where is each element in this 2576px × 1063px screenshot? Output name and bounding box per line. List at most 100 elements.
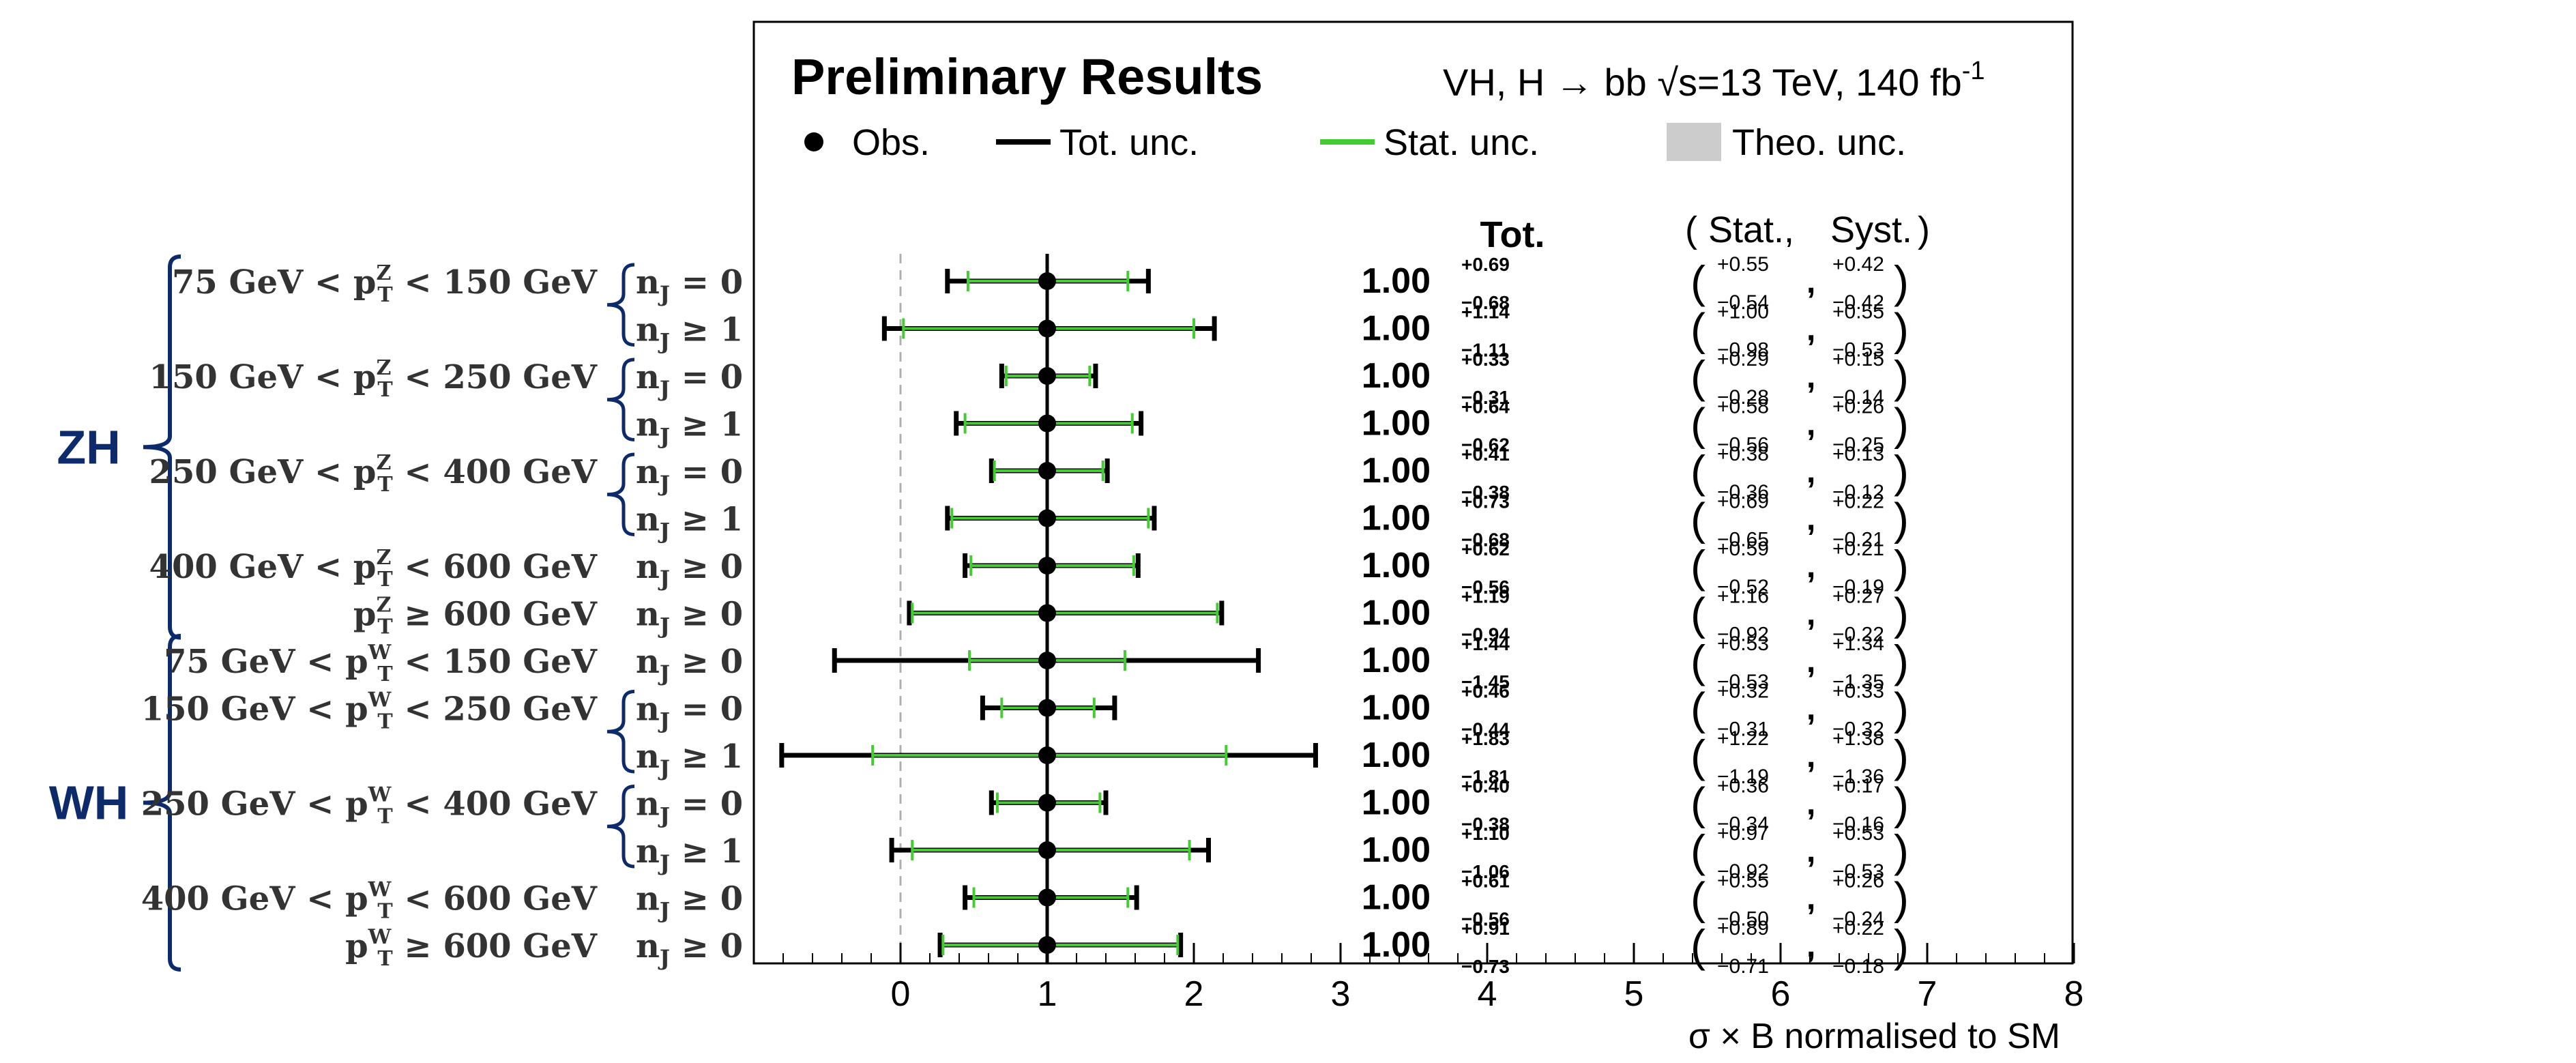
column-header-stat: Stat., [1708, 209, 1794, 250]
row-stat-up: +1.16 [1717, 585, 1769, 608]
nj-sub-brace [606, 690, 635, 774]
row-9: 150 GeV < pW T < 250 GeV nJ = 0 1.00 +0.46 −0… [141, 680, 1909, 741]
x-tick-label-2: 2 [1184, 974, 1204, 1014]
row-comma: , [1806, 501, 1815, 538]
row-value: 1.00 [1362, 783, 1431, 823]
row-syst-up: +0.13 [1832, 443, 1884, 465]
row-tot-dn: −0.38 [1461, 482, 1510, 503]
row-tot-up: +0.73 [1461, 491, 1510, 512]
nj-condition: ≥ 1 [670, 406, 743, 444]
pt-boson: Z [376, 356, 391, 380]
obs-point [1038, 319, 1056, 338]
row-syst-dn: −0.18 [1832, 955, 1884, 978]
row-close-paren: ) [1894, 731, 1909, 781]
row-value: 1.00 [1362, 309, 1431, 349]
row-syst-up: +0.15 [1832, 348, 1884, 370]
row-stat-dn: −1.19 [1717, 766, 1769, 788]
row-close-paren: ) [1894, 873, 1909, 924]
obs-point [1038, 936, 1056, 954]
row-open-paren: ( [1690, 873, 1706, 924]
pt-low: 150 GeV < [141, 690, 345, 729]
row-syst-up: +0.42 [1832, 253, 1884, 276]
nj-symbol: n [636, 690, 660, 729]
row-open-paren: ( [1690, 351, 1706, 402]
obs-point [1038, 888, 1056, 907]
row-syst-dn: −0.22 [1832, 624, 1884, 646]
row-stat-dn: −0.92 [1717, 624, 1769, 646]
nj-sub-brace [606, 785, 635, 869]
nj-condition: = 0 [670, 453, 743, 491]
nj-subscript: J [658, 945, 670, 971]
x-axis-label: σ × B normalised to SM [1688, 1017, 2060, 1056]
pt-high: < 600 GeV [393, 548, 598, 586]
nj-subscript: J [658, 424, 670, 450]
row-stat-dn: −0.31 [1717, 718, 1769, 741]
row-comma: , [1806, 643, 1815, 680]
pt-subscript: T [377, 473, 393, 497]
legend-obs-label: Obs. [852, 122, 930, 163]
row-nj-label: nJ ≥ 1 [636, 832, 743, 876]
row-nj-label: nJ ≥ 1 [636, 738, 743, 781]
row-tot-up: +0.40 [1461, 776, 1510, 797]
row-syst-dn: −0.25 [1832, 434, 1884, 456]
row-stat-dn: −0.50 [1717, 908, 1769, 931]
row-open-paren: ( [1690, 636, 1706, 686]
pt-low: 400 GeV < [141, 880, 345, 918]
row-tot-up: +0.41 [1461, 443, 1510, 465]
row-close-paren: ) [1894, 494, 1909, 544]
chart-title: Preliminary Results [791, 48, 1263, 105]
pt-low: 75 GeV < [164, 643, 345, 681]
row-nj-label: nJ ≥ 0 [636, 927, 743, 971]
nj-subscript: J [658, 376, 670, 402]
row-comma: , [1806, 359, 1815, 395]
pt-boson: Z [376, 261, 391, 285]
pt-boson: Z [376, 546, 391, 570]
nj-condition: ≥ 1 [670, 738, 743, 776]
row-stat-up: +0.97 [1717, 822, 1769, 845]
pt-subscript: T [377, 662, 393, 686]
row-syst-up: +0.22 [1832, 917, 1884, 940]
row-nj-label: nJ ≥ 0 [636, 880, 743, 924]
row-stat-up: +0.38 [1717, 443, 1769, 465]
nj-symbol: n [636, 596, 660, 634]
row-comma: , [1806, 738, 1815, 774]
nj-subscript: J [658, 281, 670, 307]
nj-condition: ≥ 1 [670, 311, 743, 349]
row-nj-label: nJ = 0 [636, 453, 743, 497]
nj-symbol: n [636, 548, 660, 586]
row-close-paren: ) [1894, 826, 1909, 876]
row-tot-dn: −0.31 [1461, 387, 1510, 408]
obs-point [1038, 604, 1056, 622]
row-comma: , [1806, 881, 1815, 917]
nj-condition: ≥ 0 [670, 880, 743, 918]
row-tot-up: +0.69 [1461, 254, 1510, 275]
nj-subscript: J [658, 471, 670, 497]
obs-point [1038, 699, 1056, 717]
pt-subscript: T [377, 615, 393, 639]
row-syst-up: +0.55 [1832, 301, 1884, 323]
row-stat-dn: −0.52 [1717, 576, 1769, 598]
row-syst-dn: −0.21 [1832, 529, 1884, 551]
chart-subtitle-sup: -1 [1962, 57, 1985, 85]
row-pt-label: 150 GeV < pZ T < 250 GeV [149, 356, 598, 402]
row-comma: , [1806, 312, 1815, 348]
row-nj-label: nJ = 0 [636, 263, 743, 307]
row-stat-dn: −0.28 [1717, 386, 1769, 409]
row-comma: , [1806, 549, 1815, 585]
x-tick-label-0: 0 [891, 974, 911, 1014]
pt-low: 250 GeV < [141, 785, 345, 824]
column-header-syst: Syst. [1830, 209, 1912, 250]
row-value: 1.00 [1362, 451, 1431, 491]
pt-boson: W [368, 925, 392, 949]
row-syst-dn: −0.14 [1832, 386, 1884, 409]
column-header-close-paren: ) [1918, 209, 1930, 250]
row-syst-up: +1.38 [1832, 727, 1884, 750]
row-value: 1.00 [1362, 546, 1431, 585]
pt-boson: W [368, 688, 392, 712]
nj-sub-brace [606, 452, 635, 536]
chart-subtitle: VH, H → bb √s=13 TeV, 140 fb-1 [1443, 57, 1985, 104]
pt-low: 250 GeV < [149, 453, 353, 491]
row-value: 1.00 [1362, 925, 1431, 965]
row-tot-up: +1.19 [1461, 586, 1510, 607]
nj-symbol: n [636, 501, 660, 539]
